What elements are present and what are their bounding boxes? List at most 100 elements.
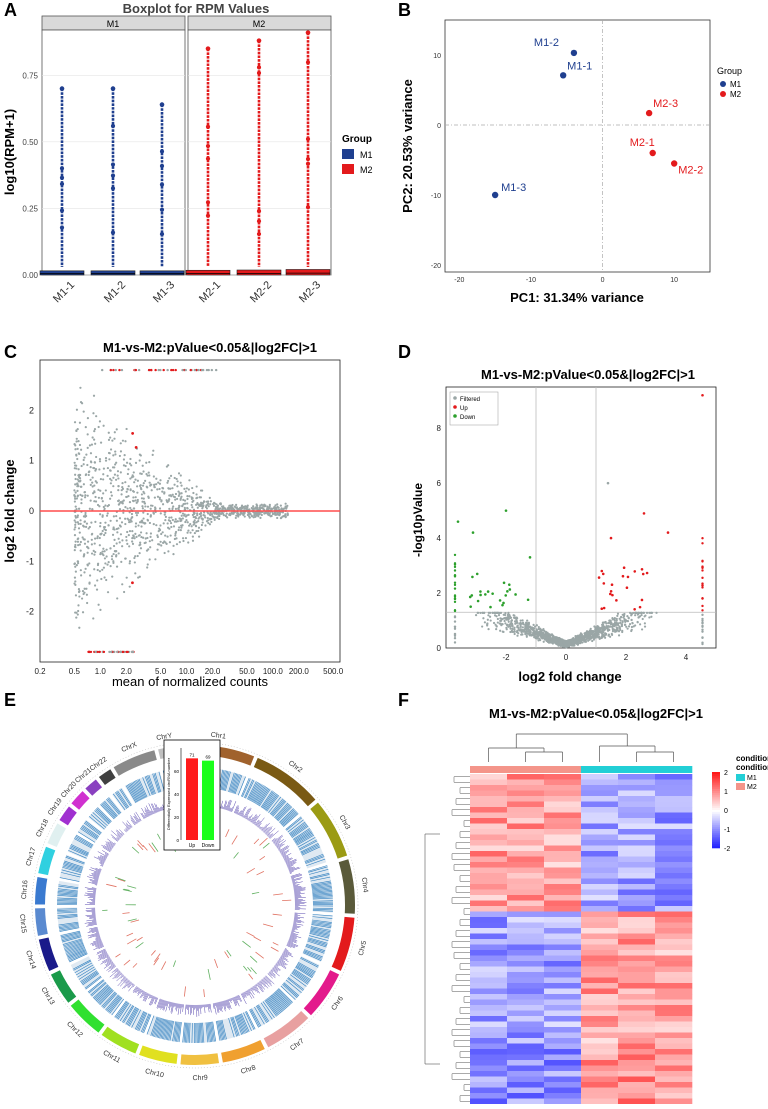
heatmap-cell [655,917,692,923]
volcano-point [579,639,581,641]
ma-point [75,541,77,543]
heatmap-cell [544,1093,581,1099]
volcano-point [515,616,517,618]
heatmap-cell [655,906,692,912]
ma-point [73,489,75,491]
heatmap-cell [544,796,581,802]
ma-point [166,536,168,538]
y-tick-label: 0.75 [22,71,38,80]
expression-bar [200,1005,201,1014]
volcano-point [631,626,633,628]
ma-point [116,520,118,522]
ma-point [126,507,128,509]
ma-point [269,504,271,506]
ma-point [84,496,86,498]
volcano-point [518,628,520,630]
heatmap-cell [470,1055,507,1061]
volcano-point [532,627,534,629]
heatmap-cell [544,868,581,874]
color-scale-tick: 1 [724,789,728,796]
volcano-point [484,621,486,623]
ma-point [196,485,198,487]
heatmap-cell [507,939,544,945]
ma-point [80,401,82,403]
ma-point [117,485,119,487]
heatmap-cell [655,901,692,907]
ma-point [155,478,157,480]
volcano-point [517,632,519,634]
heatmap-cell [470,989,507,995]
heatmap-cell [618,956,655,962]
ma-point [100,478,102,480]
volcano-point [634,614,636,616]
expression-bar [175,1003,176,1006]
ma-point [77,537,79,539]
expression-bar [169,1002,170,1004]
ma-point [176,485,178,487]
heatmap-cell [618,1071,655,1077]
volcano-y-tick: 4 [437,534,442,543]
circrna-mark [132,847,139,853]
heatmap-cell [618,917,655,923]
legend-label-m2: M2 [360,165,373,175]
ma-point [100,533,102,535]
ma-point [286,505,288,507]
volcano-point [471,576,474,579]
ma-point [75,440,77,442]
color-scale-step [712,806,720,808]
expression-bar [133,816,138,823]
volcano-point [633,608,636,611]
heatmap-cell [618,802,655,808]
ma-point [82,590,84,592]
ma-point [97,651,99,653]
volcano-point [454,582,456,584]
heatmap-cell [618,840,655,846]
heatmap-cell [470,868,507,874]
ma-point [123,458,125,460]
ma-point [164,541,166,543]
volcano-point [701,618,703,620]
heatmap-cell [655,1077,692,1083]
volcano-point [638,616,640,618]
ma-point [102,554,104,556]
pca-y-tick: -20 [431,263,441,270]
volcano-point [701,642,703,644]
ma-point [166,369,168,371]
ma-point [200,502,202,504]
volcano-point [489,606,492,609]
color-scale-step [712,831,720,833]
ma-point [109,478,111,480]
facet-label-m1: M1 [107,19,120,29]
ma-point [106,555,108,557]
ma-point [157,482,159,484]
expression-bar [96,932,99,933]
ma-point [75,594,77,596]
expression-bar [288,867,293,869]
volcano-point [592,634,594,636]
volcano-point [565,644,567,646]
ma-point [106,564,108,566]
ma-point [108,432,110,434]
ma-point [99,458,101,460]
heatmap-cell [507,1033,544,1039]
outlier-point [306,162,310,166]
ma-point [83,553,85,555]
heatmap-cell [544,1044,581,1050]
heatmap-cell [470,972,507,978]
expression-bar [153,811,154,813]
ma-point [147,519,149,521]
ma-point [197,518,199,520]
ma-point [101,497,103,499]
expression-bar [293,923,303,925]
expression-bar [291,932,293,933]
ma-point [156,549,158,551]
heatmap-cell [507,1055,544,1061]
heatmap-cell [618,829,655,835]
ma-point [85,426,87,428]
ma-point [140,531,142,533]
volcano-point [623,566,626,569]
heatmap-cell [581,879,618,885]
outlier-point [206,200,210,204]
circrna-mark [273,894,283,895]
volcano-point [454,575,456,577]
